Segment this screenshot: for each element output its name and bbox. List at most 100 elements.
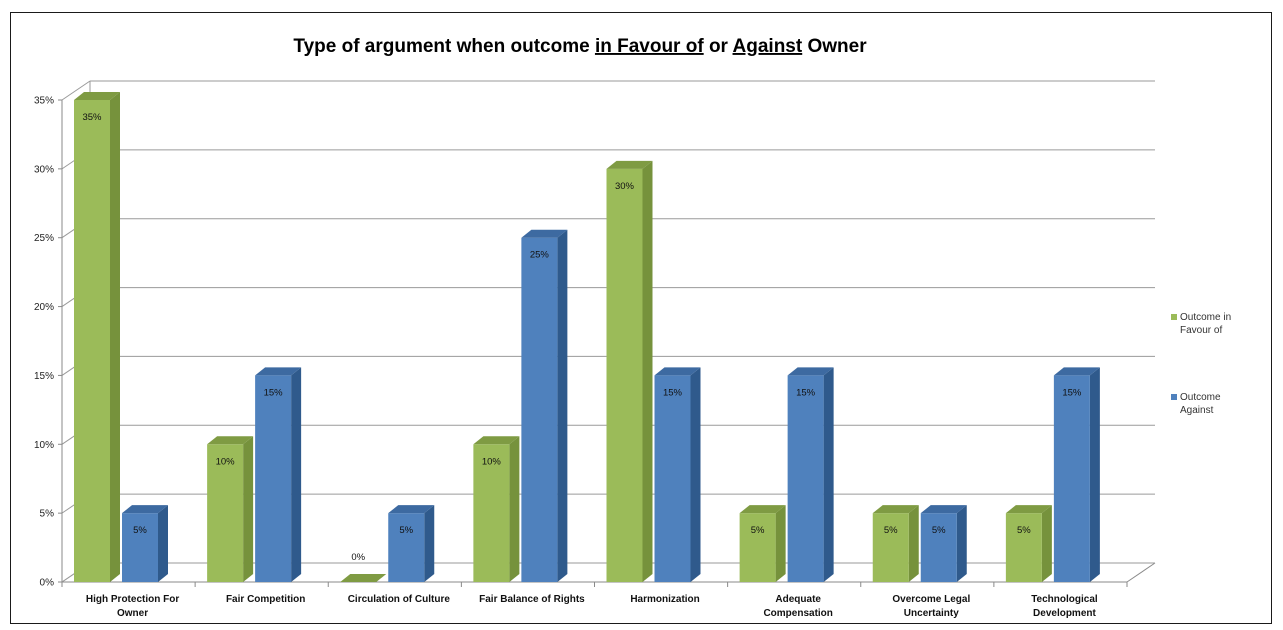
data-label: 10% xyxy=(482,456,502,467)
legend-swatch xyxy=(1171,394,1177,400)
bar xyxy=(920,505,967,582)
data-label: 15% xyxy=(1062,387,1082,398)
bar-front xyxy=(606,168,643,582)
chart-title-part: in Favour of xyxy=(595,36,704,57)
bar xyxy=(654,367,701,582)
bar-top xyxy=(388,505,435,514)
data-label: 15% xyxy=(264,387,284,398)
x-category-label: Adequate Compensation xyxy=(763,594,832,619)
y-tick-label: 30% xyxy=(34,164,54,175)
bar-front xyxy=(473,444,510,582)
bar-front xyxy=(654,375,691,582)
chart-title-part: Against xyxy=(733,36,803,57)
bar-side xyxy=(823,367,834,582)
bar-top xyxy=(473,436,520,445)
x-category-label: Harmonization xyxy=(630,594,699,605)
bar-top xyxy=(207,436,254,445)
legend-label: Outcome in Favour of xyxy=(1180,312,1231,336)
data-label: 15% xyxy=(663,387,683,398)
bar-front xyxy=(388,513,425,582)
bar-side xyxy=(158,505,168,582)
bar-front xyxy=(122,513,158,582)
bar-side xyxy=(509,436,520,582)
bar-top xyxy=(920,505,967,514)
y-tick-label: 10% xyxy=(34,440,54,451)
chart-title-part: Type of argument when outcome xyxy=(293,36,595,57)
bar xyxy=(1053,367,1100,582)
x-category-label: High Protection For Owner xyxy=(86,594,179,619)
bar-front xyxy=(787,375,824,582)
x-category-label-line: Fair Balance of Rights xyxy=(479,594,585,605)
bar-top xyxy=(340,574,387,582)
legend-label-line: Against xyxy=(1180,405,1214,416)
x-category-label-line: Compensation xyxy=(763,608,832,619)
bar xyxy=(473,436,520,582)
bar xyxy=(606,160,653,582)
bar-top xyxy=(1053,367,1100,376)
data-label: 5% xyxy=(399,525,413,536)
bar-top xyxy=(787,367,834,376)
bar-front xyxy=(521,237,558,582)
chart-title-part: or xyxy=(704,36,733,57)
x-category-label-line: Overcome Legal xyxy=(892,594,970,605)
x-category-label: Fair Competition xyxy=(226,594,305,605)
bar-top xyxy=(739,505,786,514)
bar-side xyxy=(557,229,568,582)
bar-top xyxy=(255,367,302,376)
bar-front xyxy=(872,513,909,582)
x-axis: High Protection For Owner Fair Competition… xyxy=(61,582,1128,619)
bar-front xyxy=(1005,513,1042,582)
data-label: 5% xyxy=(133,525,147,536)
bar-top xyxy=(654,367,701,376)
x-category-label-line: Harmonization xyxy=(630,594,699,605)
legend-item: Outcome in Favour of xyxy=(1171,312,1231,336)
x-category-label-line: Fair Competition xyxy=(226,594,305,605)
bar xyxy=(787,367,834,582)
bar-top xyxy=(872,505,919,514)
y-tick-label: 5% xyxy=(40,509,55,520)
x-category-label: Fair Balance of Rights xyxy=(479,594,585,605)
bar-top xyxy=(521,229,568,238)
bar-side xyxy=(775,505,786,582)
bar xyxy=(1005,505,1052,582)
y-tick-label: 15% xyxy=(34,371,54,382)
bar xyxy=(388,505,435,582)
legend-label-line: Favour of xyxy=(1180,325,1222,336)
x-category-label-line: Development xyxy=(1033,608,1096,619)
bar-side xyxy=(908,505,919,582)
bar xyxy=(122,505,168,582)
data-label: 5% xyxy=(1017,525,1031,536)
x-category-label: Technological Development xyxy=(1031,594,1098,619)
x-category-label-line: Uncertainty xyxy=(904,608,959,619)
data-label: 5% xyxy=(751,525,765,536)
data-label: 15% xyxy=(796,387,816,398)
bar-front xyxy=(920,513,957,582)
data-label: 25% xyxy=(530,250,550,261)
y-tick-label: 0% xyxy=(40,578,55,589)
bar-side xyxy=(956,505,967,582)
bar-side xyxy=(291,367,302,582)
bar xyxy=(739,505,786,582)
x-category-label-line: Technological xyxy=(1031,594,1098,605)
legend-label-line: Outcome in xyxy=(1180,312,1231,323)
x-category-label-line: Adequate xyxy=(775,594,821,605)
x-category-label: Overcome Legal Uncertainty xyxy=(892,594,970,619)
legend: Outcome in Favour of Outcome Against xyxy=(1171,312,1231,416)
y-axis: 0% 5% 10% 15% 20% 25% 30% 35% xyxy=(34,96,63,589)
bar-front xyxy=(739,513,776,582)
x-category-label-line: Owner xyxy=(117,608,148,619)
x-category-label-line: Circulation of Culture xyxy=(348,594,451,605)
data-label: 35% xyxy=(82,112,102,123)
chart-title: Type of argument when outcome in Favour … xyxy=(293,36,867,57)
bar-front xyxy=(207,444,244,582)
data-label: 5% xyxy=(884,525,898,536)
bars xyxy=(74,92,1100,582)
y-tick-label: 25% xyxy=(34,233,54,244)
bar-front xyxy=(1053,375,1090,582)
legend-item: Outcome Against xyxy=(1171,392,1221,416)
legend-label: Outcome Against xyxy=(1180,392,1221,416)
x-category-label-line: High Protection For xyxy=(86,594,179,605)
bar xyxy=(521,229,568,582)
floor-edge-right xyxy=(1126,562,1156,583)
y-tick-label: 20% xyxy=(34,302,54,313)
